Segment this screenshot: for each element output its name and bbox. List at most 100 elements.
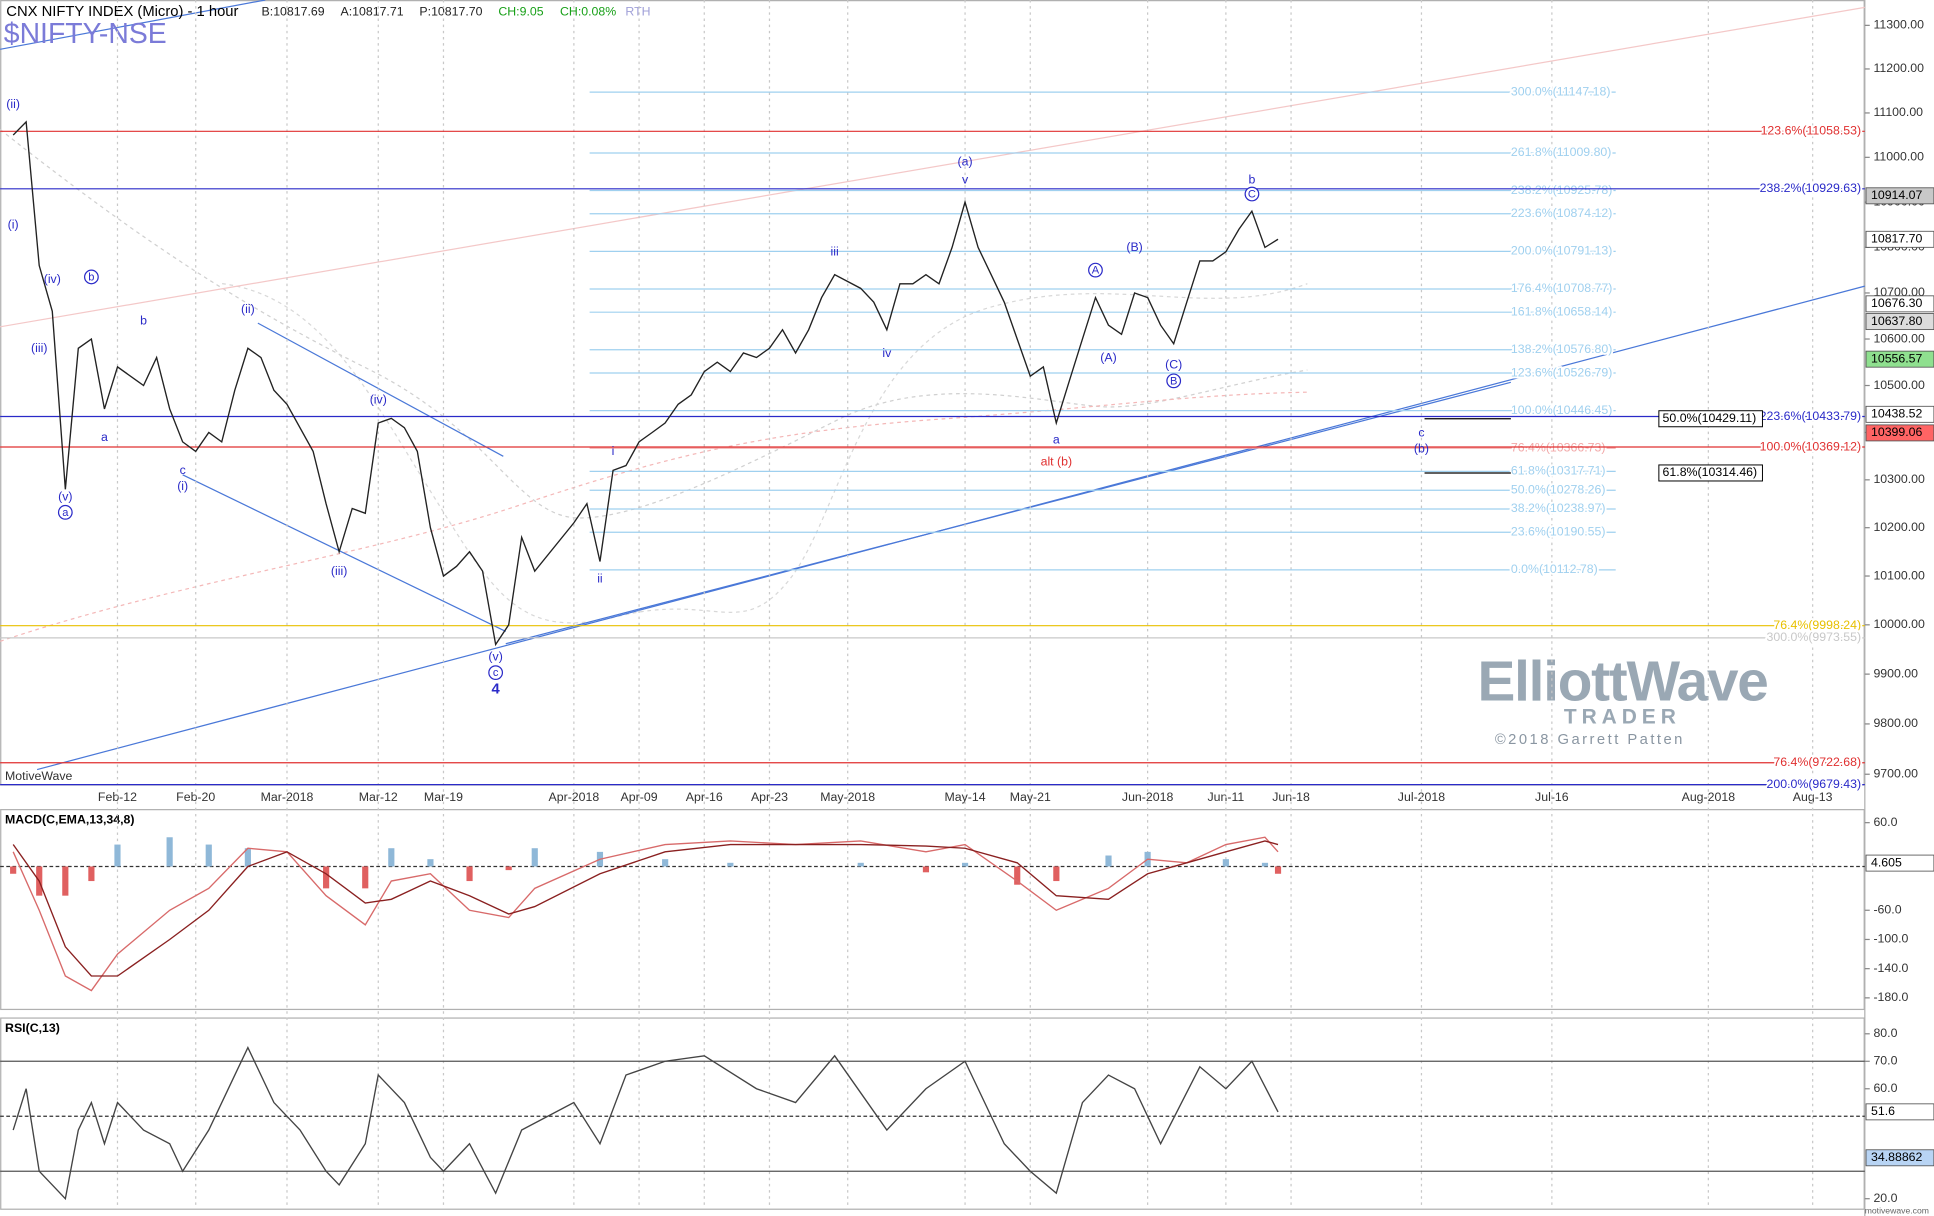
- trend-line: [505, 381, 1512, 645]
- level-label: 223.6%(10433.79): [1760, 409, 1861, 423]
- wave-label: iii: [831, 245, 839, 259]
- wave-label: a: [101, 430, 108, 444]
- indicator-title: RSI(C,13): [5, 1021, 60, 1035]
- value-tag-label: 4.605: [1871, 855, 1902, 869]
- wave-label: alt (b): [1041, 455, 1073, 469]
- level-label: 76.4%(9998.24): [1773, 618, 1861, 632]
- histogram-bar: [466, 866, 473, 882]
- histogram-bar: [857, 862, 864, 867]
- projection-box: [1658, 410, 1763, 428]
- fib-label: 300.0%(11147.18): [1511, 84, 1611, 98]
- wave-label: (v): [488, 650, 502, 664]
- wave-label: a: [1053, 432, 1060, 446]
- histogram-bar: [362, 866, 369, 889]
- wave-label: c: [493, 667, 499, 679]
- histogram-bar: [1222, 859, 1229, 867]
- wave-circle: [1088, 262, 1103, 278]
- projection-label: 50.0%(10429.11): [1663, 411, 1757, 425]
- wave-label: (C): [1165, 357, 1182, 371]
- value-tag-label: 34.88862: [1871, 1150, 1923, 1164]
- y-tick-label: -180.0: [1873, 990, 1908, 1004]
- quote: RTH: [625, 5, 650, 19]
- quote: P:10817.70: [419, 5, 482, 19]
- wave-label: b: [88, 271, 94, 283]
- histogram-bar: [10, 866, 17, 874]
- y-tick-label: -140.0: [1873, 961, 1908, 975]
- wave-label: (v): [58, 489, 72, 503]
- symbol: $NIFTY-NSE: [4, 18, 167, 50]
- histogram-bar: [114, 844, 121, 867]
- fib-label: 100.0%(10446.45): [1511, 403, 1612, 417]
- wave-label: c: [180, 463, 186, 477]
- histogram-bar: [1274, 866, 1282, 874]
- y-tick-label: 10600.00: [1873, 331, 1925, 345]
- fib-label: 261.8%(11009.80): [1511, 145, 1612, 159]
- wave-label: c: [1418, 425, 1424, 439]
- histogram-bar: [727, 862, 734, 867]
- value-tag-label: 51.6: [1871, 1104, 1895, 1118]
- value-tag-label: 10637.80: [1871, 314, 1923, 328]
- y-tick-label: 9700.00: [1873, 766, 1918, 780]
- fib-label: 161.8%(10658.14): [1511, 304, 1612, 318]
- histogram-bar: [1261, 862, 1269, 867]
- wave-label: (a): [958, 155, 973, 169]
- level-label: 123.6%(11058.53): [1761, 124, 1862, 138]
- y-tick-label: 9900.00: [1873, 666, 1918, 680]
- wave-label: (iv): [370, 392, 387, 406]
- fib-label: 50.0%(10278.26): [1511, 482, 1606, 496]
- level-label: 300.0%(9973.55): [1767, 630, 1862, 644]
- logo: ElliottWave: [1478, 651, 1768, 714]
- macd-line: [12, 840, 1279, 977]
- projection-label: 61.8%(10314.46): [1663, 465, 1758, 479]
- wave-label: ii: [597, 571, 602, 585]
- y-tick-label: -100.0: [1873, 932, 1908, 946]
- wave-label: i: [612, 444, 615, 458]
- value-tag-label: 10399.06: [1871, 425, 1923, 439]
- copyright: ©2018 Garrett Patten: [1495, 732, 1685, 748]
- fib-label: 200.0%(10791.13): [1511, 244, 1612, 258]
- trend-line: [0, 6, 1865, 328]
- histogram-bar: [427, 859, 434, 867]
- trend-line: [257, 322, 504, 457]
- wave-label: A: [1092, 265, 1100, 277]
- wave-label: (A): [1100, 350, 1116, 364]
- value-tag-label: 10817.70: [1871, 232, 1923, 246]
- histogram-bar: [662, 859, 669, 867]
- fib-label: 238.2%(10925.78): [1511, 183, 1612, 197]
- y-tick-label: 11300.00: [1873, 18, 1924, 32]
- macd-line: [12, 836, 1279, 992]
- wave-label: b: [1249, 173, 1256, 187]
- site: motivewave.com: [1865, 1205, 1929, 1215]
- rsi-line: [12, 1045, 1279, 1201]
- histogram-bar: [88, 866, 95, 882]
- moving-average: [0, 391, 1308, 642]
- wave-label: (iii): [331, 564, 347, 578]
- histogram-bar: [961, 862, 969, 867]
- wave-label: (B): [1126, 240, 1142, 254]
- fib-label: 0.0%(10112.78): [1511, 562, 1598, 576]
- histogram-bar: [505, 866, 512, 871]
- y-tick-label: 11200.00: [1873, 61, 1924, 75]
- y-tick-label: 10300.00: [1873, 472, 1925, 486]
- y-tick-label: 10000.00: [1873, 617, 1925, 631]
- y-tick-label: 11100.00: [1873, 105, 1923, 119]
- histogram-bar: [1105, 855, 1112, 867]
- histogram-bar: [205, 844, 212, 867]
- wave-label: (i): [177, 479, 188, 493]
- level-label: 238.2%(10929.63): [1760, 181, 1861, 195]
- fib-label: 23.6%(10190.55): [1511, 524, 1606, 538]
- wave-label: C: [1248, 189, 1256, 201]
- quote: CH:9.05: [498, 5, 543, 19]
- level-label: 76.4%(9722.68): [1773, 755, 1861, 769]
- level-label: 100.0%(10369.12): [1760, 439, 1861, 453]
- y-tick-label: 80.0: [1873, 1026, 1897, 1040]
- fib-label: 38.2%(10238.97): [1511, 501, 1606, 515]
- histogram-bar: [244, 848, 251, 867]
- wave-circle: [83, 269, 99, 285]
- y-tick-label: -60.0: [1873, 903, 1901, 917]
- wave-label: v: [962, 173, 969, 187]
- wave-circle: [1244, 186, 1260, 202]
- quote: A:10817.71: [341, 5, 404, 19]
- fib-label: 123.6%(10526.79): [1511, 365, 1612, 379]
